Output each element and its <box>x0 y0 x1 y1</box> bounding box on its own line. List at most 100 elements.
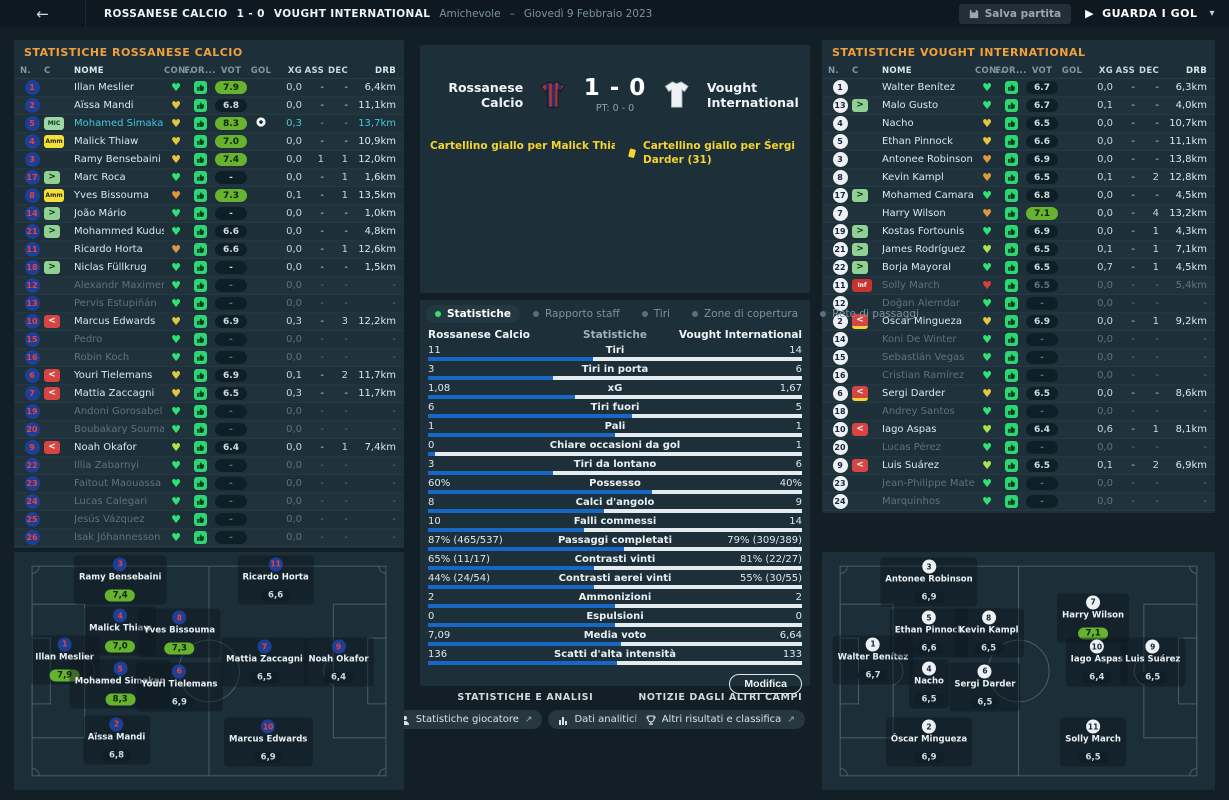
player-row[interactable]: 20 Lucas Pérez ♥ - 0,0 - - - <box>822 439 1215 457</box>
player-row[interactable]: 17 > Mohamed Camara ♥ 6.8 0,0 - - 4,5km <box>822 187 1215 205</box>
pitch-player[interactable]: 8 Yves Bissouma 7,3 <box>138 608 221 658</box>
player-row[interactable]: 21 > James Rodríguez ♥ 6.5 0,1 - 1 7,1km <box>822 241 1215 259</box>
player-row[interactable]: 19 Andoni Gorosabel ♥ - 0,0 - - - <box>14 403 404 421</box>
assist-value: - <box>1131 100 1135 111</box>
player-row[interactable]: 21 > Mohammed Kudus ♥ 6.6 0,0 - - 4,8km <box>14 223 404 241</box>
tab-zone-di-copertura[interactable]: Zone di copertura <box>683 305 807 323</box>
player-row[interactable]: 18 Andrey Santos ♥ - 0,0 - - - <box>822 403 1215 421</box>
player-row[interactable]: 8 Amm Yves Bissouma ♥ 7.3 0,1 - 1 13,5km <box>14 187 404 205</box>
player-row[interactable]: 6 < Sergi Darder ♥ 6.5 0,0 - - 8,6km <box>822 385 1215 403</box>
shirt-number: 19 <box>832 224 848 239</box>
player-row[interactable]: 7 < Mattia Zaccagni ♥ 6.5 0,3 - - 11,7km <box>14 385 404 403</box>
player-row[interactable]: 1 Illan Meslier ♥ 7.9 0,0 - - 6,4km <box>14 79 404 97</box>
player-row[interactable]: 2 Aïssa Mandi ♥ 6.8 0,0 - - 11,1km <box>14 97 404 115</box>
pitch-player[interactable]: 4 Nacho 6,5 <box>908 659 949 709</box>
player-row[interactable]: 26 Ísak Jóhannesson ♥ - 0,0 - - - <box>14 529 404 547</box>
player-row[interactable]: 12 Alexandr Maximenko ♥ - 0,0 - - - <box>14 277 404 295</box>
tab-rete-di-passaggi[interactable]: Rete di passaggi <box>811 305 928 323</box>
player-row[interactable]: 16 Robin Koch ♥ - 0,0 - - - <box>14 349 404 367</box>
player-row[interactable]: 22 Illia Zabarnyi ♥ - 0,0 - - - <box>14 457 404 475</box>
player-row[interactable]: 9 < Noah Okafor ♥ 6.4 0,0 - 1 7,4km <box>14 439 404 457</box>
player-row[interactable]: 2 < Óscar Mingueza ♥ 6.9 0,0 - 1 9,2km <box>822 313 1215 331</box>
tab-tiri[interactable]: Tiri <box>633 305 679 323</box>
player-row[interactable]: 24 Marquinhos ♥ - 0,0 - - - <box>822 493 1215 511</box>
player-row[interactable]: 11 Inf Solly March ♥ 6.5 0,0 - - 5,4km <box>822 277 1215 295</box>
dec-value: 1 <box>1152 424 1159 435</box>
pitch-player-rating: 6,5 <box>969 696 1000 709</box>
player-row[interactable]: 10 < Marcus Edwards ♥ 6.9 0,3 - 3 12,2km <box>14 313 404 331</box>
player-row[interactable]: 25 Jesús Vázquez ♥ - 0,0 - - - <box>14 511 404 529</box>
watch-goals-button[interactable]: ▶ GUARDA I GOL ▾ <box>1085 7 1215 20</box>
pitch-player[interactable]: 10 Iago Aspas 6,4 <box>1065 637 1128 687</box>
pitch-player[interactable]: 9 Luis Suárez 6,5 <box>1120 637 1186 687</box>
match-rating: - <box>215 459 247 472</box>
player-row[interactable]: 15 Sebastián Vegas ♥ - 0,0 - - - <box>822 349 1215 367</box>
player-row[interactable]: 19 > Kostas Fortounis ♥ 6.9 0,0 - 1 4,3k… <box>822 223 1215 241</box>
player-row[interactable]: 6 < Youri Tielemans ♥ 6.9 0,1 - 2 11,7km <box>14 367 404 385</box>
player-row[interactable]: 11 Ricardo Horta ♥ 6.6 0,0 - 1 12,6km <box>14 241 404 259</box>
pitch-player-rating: 6,5 <box>249 671 280 684</box>
modify-button[interactable]: Modifica <box>729 674 802 694</box>
player-row[interactable]: 3 Ramy Bensebaini ♥ 7.4 0,0 1 1 12,0km <box>14 151 404 169</box>
pitch-player[interactable]: 10 Marcus Edwards 6,9 <box>224 717 313 767</box>
tab-rapporto-staff[interactable]: Rapporto staff <box>524 305 629 323</box>
player-row[interactable]: 15 Pedro ♥ - 0,0 - - - <box>14 331 404 349</box>
back-button[interactable]: ← <box>0 0 86 27</box>
player-row[interactable]: 5 Ethan Pinnock ♥ 6.6 0,0 - - 11,1km <box>822 133 1215 151</box>
player-row[interactable]: 14 Koni De Winter ♥ - 0,0 - - - <box>822 331 1215 349</box>
assist-value: - <box>320 334 324 345</box>
match-rating: 6.5 <box>215 387 247 400</box>
pitch-player[interactable]: 8 Kevin Kampl 6,5 <box>953 608 1024 658</box>
player-row[interactable]: 13 Pervis Estupiñán ♥ - 0,0 - - - <box>14 295 404 313</box>
pitch-player[interactable]: 3 Ramy Bensebaini 7,4 <box>73 555 167 605</box>
pitch-player[interactable]: 9 Noah Okafor 6,4 <box>303 637 374 687</box>
player-row[interactable]: 1 Walter Benítez ♥ 6.7 0,0 - - 6,3km <box>822 79 1215 97</box>
player-row[interactable]: 4 Amm Malick Thiaw ♥ 7.0 0,0 - - 10,9km <box>14 133 404 151</box>
pitch-player-rating: 6,9 <box>164 696 195 709</box>
player-row[interactable]: 13 > Malo Gusto ♥ 6.7 0,1 - - 4,0km <box>822 97 1215 115</box>
footer-button-statistiche-giocatore[interactable]: Statistiche giocatore ↗ <box>389 710 543 729</box>
player-row[interactable]: 16 Cristian Ramírez ♥ - 0,0 - - - <box>822 367 1215 385</box>
pitch-player[interactable]: 7 Harry Wilson 7,1 <box>1057 593 1130 643</box>
pitch-player[interactable]: 2 Aïssa Mandi 6,8 <box>82 715 151 765</box>
player-row[interactable]: 23 Faitout Maouassa ♥ - 0,0 - - - <box>14 475 404 493</box>
distance-value: 1,6km <box>364 172 396 183</box>
away-team-name: Vought International <box>706 79 799 110</box>
pitch-player[interactable]: 6 Sergi Darder 6,5 <box>949 662 1021 712</box>
pitch-player[interactable]: 7 Mattia Zaccagni 6,5 <box>221 637 308 687</box>
pitch-player[interactable]: 11 Ricardo Horta 6,6 <box>237 555 314 605</box>
player-row[interactable]: 20 Boubakary Soumaré ♥ - 0,0 - - - <box>14 421 404 439</box>
save-match-button[interactable]: Salva partita <box>958 3 1072 24</box>
tab-statistiche[interactable]: Statistiche <box>426 305 520 323</box>
pitch-player[interactable]: 1 Walter Benítez 6,7 <box>832 635 914 685</box>
player-row[interactable]: 3 Antonee Robinson ♥ 6.9 0,0 - - 13,8km <box>822 151 1215 169</box>
player-row[interactable]: 17 > Marc Roca ♥ - 0,0 - 1 1,6km <box>14 169 404 187</box>
pitch-player[interactable]: 2 Óscar Mingueza 6,9 <box>885 717 973 767</box>
condition-heart-icon: ♥ <box>982 80 992 94</box>
player-row[interactable]: 23 Jean-Philippe Mateta ♥ - 0,0 - - - <box>822 475 1215 493</box>
player-row[interactable]: 10 < Iago Aspas ♥ 6.4 0,6 - 1 8,1km <box>822 421 1215 439</box>
player-row[interactable]: 8 Kevin Kampl ♥ 6.5 0,1 - 2 12,8km <box>822 169 1215 187</box>
stat-bar <box>428 623 802 627</box>
player-row[interactable]: 9 < Luis Suárez ♥ 6.5 0,1 - 2 6,9km <box>822 457 1215 475</box>
pitch-player[interactable]: 4 Malick Thiaw 7,0 <box>84 606 157 656</box>
player-row[interactable]: 14 > João Mário ♥ - 0,0 - - 1,0km <box>14 205 404 223</box>
distance-value: 13,7km <box>358 118 396 129</box>
player-row[interactable]: 24 Lucas Calegari ♥ - 0,0 - - - <box>14 493 404 511</box>
footer-button-altri-risultati-e-classifica[interactable]: Altri risultati e classifica ↗ <box>635 710 805 729</box>
chevron-down-icon[interactable]: ▾ <box>1209 8 1215 19</box>
player-row[interactable]: 18 > Niclas Füllkrug ♥ - 0,0 - - 1,5km <box>14 259 404 277</box>
player-row[interactable]: 4 Nacho ♥ 6.5 0,0 - - 10,7km <box>822 115 1215 133</box>
pitch-player[interactable]: 5 Mohamed Simakan 8,3 <box>69 659 171 709</box>
player-row[interactable]: 7 Harry Wilson ♥ 7.1 0,0 - 4 13,2km <box>822 205 1215 223</box>
player-row[interactable]: 22 > Borja Mayoral ♥ 6.5 0,7 - 1 4,5km <box>822 259 1215 277</box>
chart-icon <box>558 715 568 725</box>
pitch-player[interactable]: 3 Antonee Robinson 6,9 <box>880 557 978 607</box>
pitch-player[interactable]: 1 Illan Meslier 7,9 <box>30 635 100 685</box>
player-row[interactable]: 5 MIC Mohamed Simakan ♥ 8.3 0,3 - - 13,7… <box>14 115 404 133</box>
match-rating: 6.9 <box>1026 225 1058 238</box>
player-row[interactable]: 12 Doğan Alemdar ♥ - 0,0 - - - <box>822 295 1215 313</box>
pitch-player[interactable]: 5 Ethan Pinnock 6,6 <box>889 608 969 658</box>
pitch-player[interactable]: 11 Solly March 6,5 <box>1060 717 1126 767</box>
pitch-player[interactable]: 6 Youri Tielemans 6,9 <box>136 662 223 712</box>
